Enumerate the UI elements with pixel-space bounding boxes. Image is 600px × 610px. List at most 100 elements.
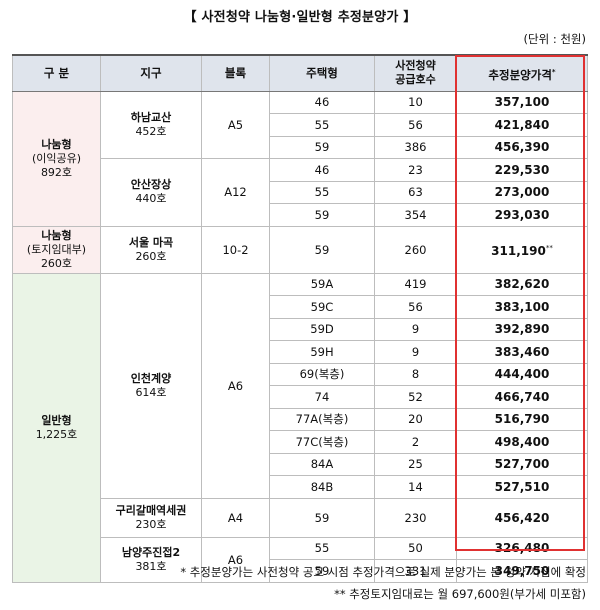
table-row: 나눔형 (토지임대부) 260호 서울 마곡 260호 10-2 59 260 … [12,225,588,274]
header-supply-line1: 사전청약 [395,59,436,73]
supply-cell: 419 [374,272,457,296]
supply-cell: 23 [374,158,457,182]
district-name: 인천계양 [130,371,172,385]
block-cell: A5 [201,90,270,159]
category-name: 나눔형 [41,137,72,151]
block-cell: A12 [201,158,270,227]
price-cell: 383,460 [456,340,588,364]
price-table: 구 분 지구 블록 주택형 사전청약 공급호수 추정분양가격* 나눔형 (이익공… [12,54,588,583]
price-cell: 293,030 [456,203,588,227]
type-cell: 59 [269,203,375,227]
category-cell: 나눔형 (이익공유) 892호 [12,90,101,227]
supply-cell: 20 [374,407,457,431]
header-supply: 사전청약 공급호수 [374,54,457,92]
district-count: 381호 [135,559,167,573]
header-price-label: 추정분양가격 [488,67,552,82]
district-name: 남양주진접2 [121,545,181,559]
type-cell: 59 [269,135,375,159]
district-cell: 남양주진접2 381호 [100,536,202,583]
type-cell: 74 [269,385,375,409]
supply-cell: 9 [374,317,457,341]
district-count: 230호 [135,517,167,531]
supply-cell: 230 [374,497,457,538]
type-cell: 59 [269,225,375,274]
type-cell: 59H [269,340,375,364]
price-cell: 382,620 [456,272,588,296]
type-cell: 55 [269,113,375,137]
supply-cell: 56 [374,295,457,319]
supply-cell: 56 [374,113,457,137]
category-count: 260호 [40,256,73,270]
footnote-price: * 추정분양가는 사전청약 공고 시점 추정가격으로 실제 분양가는 본 청약 … [180,565,586,579]
type-cell: 77C(복층) [269,430,375,454]
table-row: 59 386 456,390 [13,135,588,159]
price-mark: ** [545,244,553,252]
price-cell: 444,400 [456,362,588,386]
supply-cell: 8 [374,362,457,386]
table-row: 69(복층) 8 444,400 [13,362,588,386]
type-cell: 77A(복층) [269,407,375,431]
type-cell: 59 [269,497,375,538]
table-row: 나눔형 (이익공유) 892호 하남교산 452호 A5 46 10 357,1… [12,90,588,227]
category-sub: (이익공유) [31,151,82,165]
category-count: 1,225호 [35,427,78,441]
header-block: 블록 [201,54,270,92]
supply-cell: 2 [374,430,457,454]
supply-cell: 386 [374,135,457,159]
price-cell: 466,740 [456,385,588,409]
supply-cell: 260 [374,225,457,274]
footnote-land-rent: ** 추정토지임대료는 월 697,600원(부가세 미포함) [334,587,586,601]
category-cell: 일반형 1,225호 [12,272,101,583]
price-cell: 383,100 [456,295,588,319]
category-cell: 나눔형 (토지임대부) 260호 [12,225,101,274]
block-cell: A4 [201,497,270,538]
district-cell: 인천계양 614호 [100,272,202,499]
type-cell: 59A [269,272,375,296]
supply-cell: 9 [374,340,457,364]
table-row: 55 63 273,000 [13,180,588,204]
type-cell: 59 [269,559,375,583]
block-cell: A6 [201,272,270,499]
type-cell: 59C [269,295,375,319]
category-name: 일반형 [41,413,72,427]
supply-cell: 354 [374,203,457,227]
district-count: 440호 [135,192,167,206]
table-row: 77A(복층) 20 516,790 [13,407,588,431]
district-name: 하남교산 [130,110,172,124]
table-row: 74 52 466,740 [13,385,588,409]
header-type: 주택형 [269,54,375,92]
price-cell: 357,100 [456,90,588,114]
block-cell: 10-2 [201,225,270,274]
type-cell: 84A [269,452,375,476]
supply-cell: 331 [374,559,457,583]
price-cell: 349,750 [456,559,588,583]
price-value: 311,190 [491,244,546,258]
header-supply-line2: 공급호수 [395,73,436,87]
unit-label: (단위 : 천원) [523,32,586,46]
type-cell: 55 [269,536,375,560]
table-row: 59 354 293,030 [13,203,588,227]
supply-cell: 25 [374,452,457,476]
type-cell: 46 [269,90,375,114]
district-cell: 서울 마곡 260호 [100,225,202,274]
district-count: 260호 [135,249,167,263]
district-cell: 구리갈매역세권 230호 [100,497,202,538]
price-cell: 326,480 [456,536,588,560]
type-cell: 55 [269,180,375,204]
type-cell: 46 [269,158,375,182]
table-row: 59 331 349,750 [13,559,588,583]
type-cell: 59D [269,317,375,341]
district-cell: 하남교산 452호 [100,90,202,159]
price-cell: 273,000 [456,180,588,204]
supply-cell: 52 [374,385,457,409]
price-cell: 516,790 [456,407,588,431]
supply-cell: 50 [374,536,457,560]
category-count: 892호 [40,165,73,179]
table-row: 59C 56 383,100 [13,295,588,319]
supply-cell: 14 [374,475,457,499]
header-price: 추정분양가격* [456,54,588,92]
supply-cell: 10 [374,90,457,114]
block-cell: A6 [201,536,270,583]
price-cell: 229,530 [456,158,588,182]
district-name: 서울 마곡 [128,235,174,249]
